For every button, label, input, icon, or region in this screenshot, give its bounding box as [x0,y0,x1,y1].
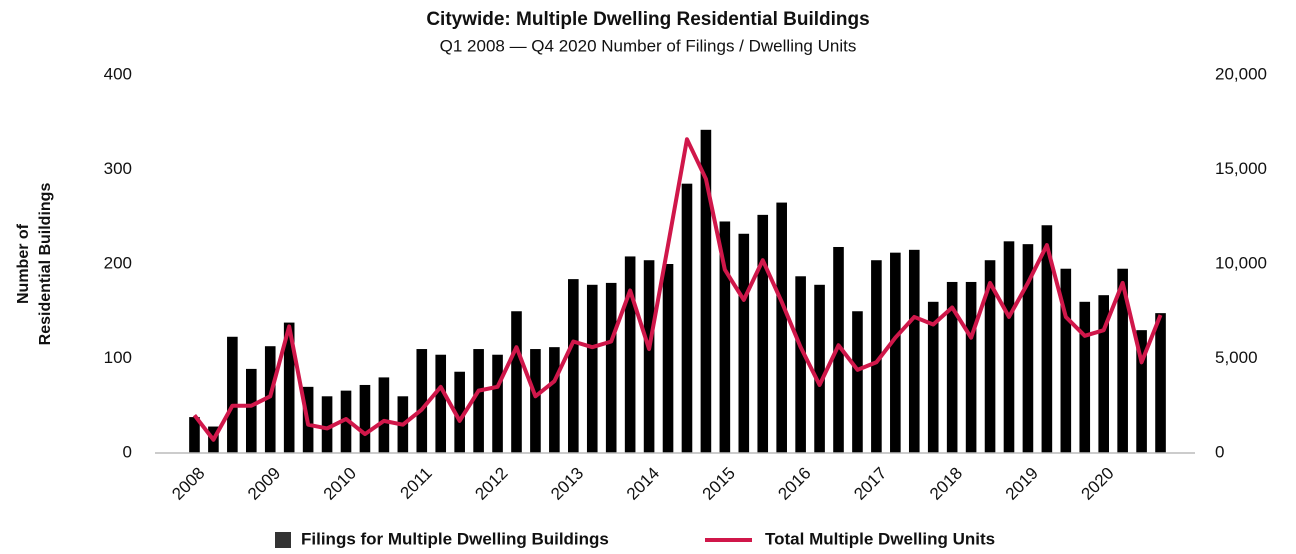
x-tick-label: 2009 [244,464,284,504]
x-tick-label: 2010 [320,464,360,504]
bar [511,311,522,453]
x-tick-label: 2008 [168,464,208,504]
x-tick-label: 2018 [926,464,966,504]
bar [340,390,352,453]
y2-tick-label: 15,000 [1215,159,1267,178]
x-tick-label: 2015 [699,464,739,504]
chart-title: Citywide: Multiple Dwelling Residential … [426,9,869,30]
y-tick-label: 300 [104,159,132,178]
y-axis-label: Residential Buildings [37,183,54,346]
bar [454,371,465,453]
y2-tick-label: 0 [1215,442,1224,461]
bar [852,311,863,453]
chart-subtitle: Q1 2008 — Q4 2020 Number of Filings / Dw… [440,36,857,55]
legend-label: Total Multiple Dwelling Units [765,529,995,548]
y2-tick-label: 10,000 [1215,253,1267,272]
bar [965,281,977,453]
bar [435,354,447,453]
bar [264,346,276,453]
bar [984,260,996,453]
bar [1003,241,1015,453]
bar [568,279,579,453]
bar [662,264,674,453]
bar [227,336,238,453]
bar [1022,244,1034,453]
bar [549,347,560,453]
bar [1136,330,1147,453]
bar [890,252,901,453]
bar [624,256,636,453]
y-tick-label: 100 [104,348,132,367]
bar [359,384,371,453]
bar [1117,268,1128,453]
y-axis-label: Number of [15,223,32,304]
bar [757,214,769,453]
x-tick-label: 2017 [850,464,890,504]
bar [1155,313,1166,453]
x-tick-label: 2012 [471,464,511,504]
x-tick-label: 2011 [396,464,435,503]
bar [908,249,920,453]
bar [492,354,503,453]
x-tick-label: 2019 [1002,464,1042,504]
bar [416,349,428,453]
bar [814,284,825,453]
x-tick-label: 2020 [1078,464,1118,504]
bar [776,202,787,453]
bar [321,396,333,453]
bar [1079,301,1091,453]
bar [1098,295,1110,453]
y-tick-label: 200 [104,253,132,272]
bar [1060,268,1072,453]
x-tick-label: 2013 [547,464,587,504]
y2-tick-label: 5,000 [1215,348,1258,367]
x-tick-label: 2014 [623,464,663,504]
bar [946,281,958,453]
bar [833,246,844,453]
bar [738,233,750,453]
bar [605,282,617,453]
bar [681,183,693,454]
bar [643,260,655,453]
bar [927,301,939,453]
bar [719,221,731,453]
bar [189,417,200,453]
x-tick-label: 2016 [774,464,814,504]
bar [378,377,390,453]
bar [795,276,806,453]
y-tick-label: 0 [123,442,132,461]
legend-label: Filings for Multiple Dwelling Buildings [301,529,609,548]
bar [1041,225,1053,453]
bar [530,349,541,453]
bar [586,284,598,453]
bar [871,260,882,453]
bar [473,349,484,453]
y-tick-label: 400 [104,64,132,83]
legend-swatch [275,532,291,548]
bar [283,322,295,453]
y2-tick-label: 20,000 [1215,64,1267,83]
bar [700,129,712,453]
line [192,137,1163,442]
bar [245,368,257,453]
